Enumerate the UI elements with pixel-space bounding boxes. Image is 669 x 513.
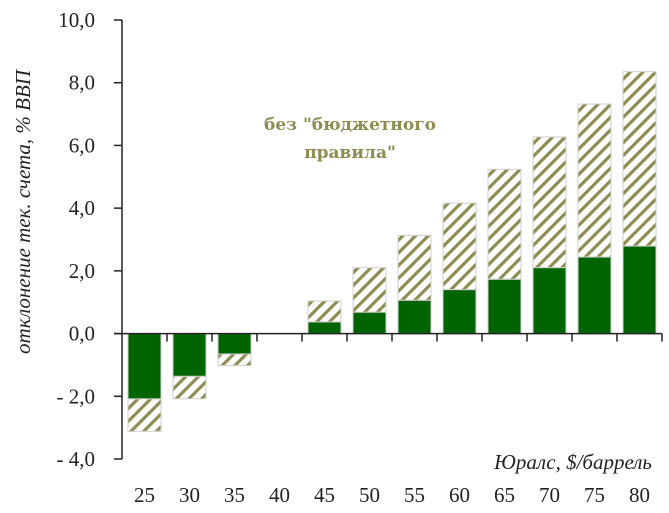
- y-tick-label: 6,0: [69, 133, 95, 157]
- annotation-line-2: правила": [304, 143, 396, 163]
- x-tick-label-35: 35: [224, 483, 245, 507]
- x-tick-label-50: 50: [359, 483, 380, 507]
- bar-hatched-50: [352, 267, 387, 313]
- bar-hatched-45: [307, 300, 342, 323]
- x-tick-label-25: 25: [134, 483, 155, 507]
- bar-solid-65: [487, 278, 522, 335]
- y-tick-label: 10,0: [58, 8, 95, 32]
- bar-hatched-75: [577, 103, 612, 258]
- x-tick-label-80: 80: [629, 483, 650, 507]
- x-axis-label: Юралс, $/баррель: [493, 450, 652, 474]
- y-axis-label: отклонение тек. счета, % ВВП: [11, 68, 35, 354]
- y-tick-label: 8,0: [69, 71, 95, 95]
- x-tick-label-45: 45: [314, 483, 335, 507]
- bar-solid-45: [307, 321, 342, 335]
- bar-solid-60: [442, 289, 477, 335]
- bar-solid-75: [577, 256, 612, 335]
- y-tick-label: 4,0: [69, 196, 95, 220]
- bar-solid-55: [397, 299, 432, 335]
- bar-solid-80: [622, 245, 657, 335]
- x-tick-label-30: 30: [179, 483, 200, 507]
- y-tick-label: 0,0: [69, 322, 95, 346]
- bar-hatched-65: [487, 168, 522, 280]
- x-tick-label-70: 70: [539, 483, 560, 507]
- y-tick-label: 2,0: [69, 259, 95, 283]
- x-tick-label-40: 40: [269, 483, 290, 507]
- x-tick-label-75: 75: [584, 483, 605, 507]
- bar-solid-25: [127, 333, 162, 400]
- x-tick-label-55: 55: [404, 483, 425, 507]
- x-tick-label-60: 60: [449, 483, 470, 507]
- x-tick-label-65: 65: [494, 483, 515, 507]
- bar-hatched-35: [217, 353, 252, 367]
- y-tick-label: - 2,0: [57, 384, 96, 408]
- bar-hatched-55: [397, 234, 432, 301]
- bar-hatched-30: [172, 375, 207, 400]
- y-tick-label: - 4,0: [57, 447, 96, 471]
- bar-hatched-25: [127, 398, 162, 432]
- bar-solid-50: [352, 311, 387, 335]
- bar-solid-30: [172, 333, 207, 377]
- bar-hatched-70: [532, 136, 567, 269]
- bar-solid-70: [532, 267, 567, 335]
- bar-solid-35: [217, 333, 252, 355]
- bar-hatched-80: [622, 71, 657, 247]
- bar-hatched-60: [442, 202, 477, 291]
- annotation-line-1: без "бюджетного: [264, 115, 436, 135]
